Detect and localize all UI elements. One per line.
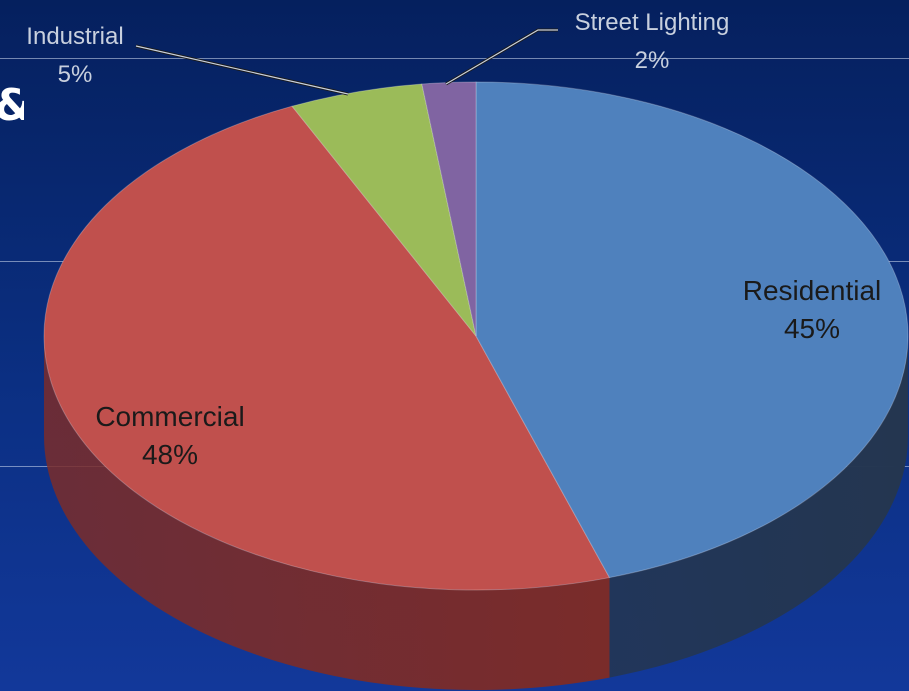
pie-slice-industrial <box>291 83 477 337</box>
pie-slice-residential <box>475 81 909 579</box>
slice-side-residential <box>609 336 909 678</box>
slice-value-street-lighting: 2% <box>635 47 670 74</box>
leader-line-highlight-industrial <box>135 45 349 95</box>
slice-value-industrial: 5% <box>58 61 93 88</box>
cropped-ampersand-glyph: & <box>0 78 24 134</box>
slice-label-commercial: Commercial <box>95 401 244 432</box>
leader-line-highlight-street-lighting <box>445 29 558 85</box>
slice-label-industrial: Industrial <box>26 23 123 50</box>
slide-rule-line <box>0 58 909 59</box>
leader-line-street-lighting <box>445 28 558 86</box>
slice-label-street-lighting: Street Lighting <box>575 9 730 36</box>
pie-slices <box>43 81 909 591</box>
slice-value-commercial: 48% <box>142 439 198 470</box>
slice-labels: Residential 45% Commercial 48% Industrial 5% S… <box>26 9 881 470</box>
pie-slice-commercial <box>43 105 611 591</box>
slice-label-residential: Residential <box>743 275 882 306</box>
slice-value-residential: 45% <box>784 313 840 344</box>
leader-lines <box>135 28 558 96</box>
pie-sides <box>44 336 909 690</box>
slice-side-commercial <box>44 336 610 690</box>
